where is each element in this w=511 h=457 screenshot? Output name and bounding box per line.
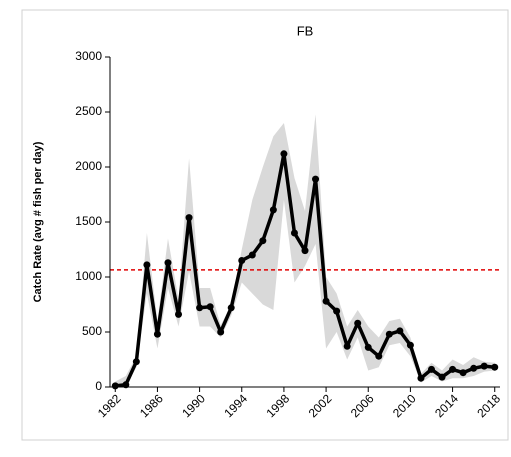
data-point (132, 358, 140, 366)
y-tick-label: 500 (82, 324, 102, 338)
data-point (417, 374, 425, 382)
data-point (406, 341, 414, 349)
data-point (438, 373, 446, 381)
data-point (217, 328, 225, 336)
data-point (354, 319, 362, 327)
y-tick-label: 2500 (75, 104, 102, 118)
y-tick-label: 3000 (75, 49, 102, 63)
data-point (153, 330, 161, 338)
y-tick-label: 0 (95, 379, 102, 393)
data-point (427, 365, 435, 373)
data-point (322, 297, 330, 305)
x-tick-label: 2006 (348, 391, 377, 420)
data-point (333, 307, 341, 315)
data-point (459, 369, 467, 377)
data-point (301, 247, 309, 255)
data-point (227, 304, 235, 312)
chart-title: FB (297, 23, 314, 38)
data-point (143, 261, 151, 269)
data-point (385, 330, 393, 338)
x-tick-label: 1994 (221, 391, 250, 420)
data-point (280, 150, 288, 158)
data-point (238, 257, 246, 264)
data-point (259, 237, 267, 245)
data-point (470, 364, 478, 372)
data-point (449, 365, 457, 373)
data-point (480, 362, 488, 370)
data-point (185, 214, 193, 222)
data-point (175, 310, 183, 318)
x-tick-label: 2014 (432, 391, 461, 420)
data-point (269, 206, 277, 214)
data-point (206, 303, 214, 311)
x-tick-label: 1998 (264, 391, 293, 420)
data-point (491, 363, 499, 371)
y-tick-label: 1500 (75, 214, 102, 228)
x-tick-label: 2010 (390, 391, 419, 420)
data-point (396, 327, 404, 335)
data-point (111, 382, 119, 390)
data-point (196, 304, 204, 312)
data-point (375, 352, 383, 360)
y-tick-label: 1000 (75, 269, 102, 283)
data-point (364, 343, 372, 351)
x-tick-label: 1986 (137, 391, 166, 420)
data-point (312, 175, 320, 183)
x-tick-label: 2018 (474, 391, 503, 420)
data-point (164, 259, 172, 267)
x-tick-label: 1982 (95, 391, 124, 420)
y-tick-label: 2000 (75, 159, 102, 173)
x-tick-label: 2002 (306, 391, 335, 420)
y-axis-label: Catch Rate (avg # fish per day) (32, 141, 44, 302)
x-tick-label: 1990 (179, 391, 208, 420)
data-point (290, 229, 298, 237)
frame (21, 9, 509, 441)
data-point (248, 251, 256, 259)
data-point (343, 342, 351, 350)
